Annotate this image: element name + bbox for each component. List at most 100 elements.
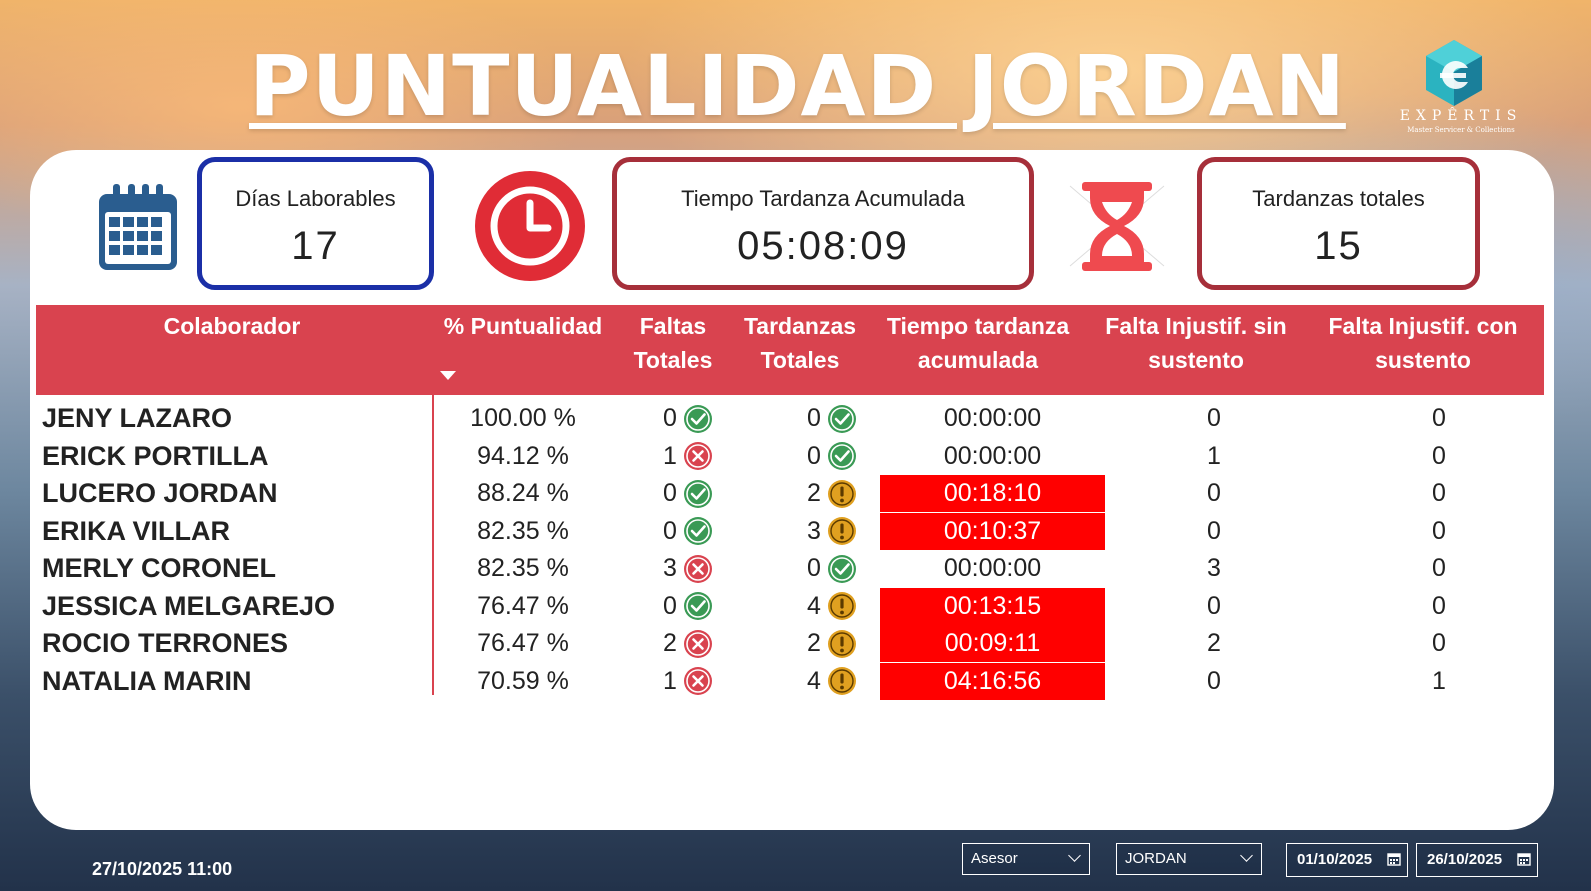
cell-tardanzas: 0 — [762, 550, 902, 587]
col-colaborador[interactable]: Colaborador — [163, 313, 301, 339]
cell-falta-sin-sustento: 1 — [1207, 441, 1221, 470]
check-icon — [683, 404, 712, 433]
logo-wordmark: EXPÊRTIS — [1399, 108, 1523, 124]
kpi-value: 15 — [1314, 224, 1363, 268]
cell-falta-con-sustento: 0 — [1432, 516, 1446, 545]
page-title: PUNTUALIDAD JORDAN — [249, 37, 1346, 135]
table-row[interactable]: ERIKA VILLAR 82.35 % 0 3 00:10:37 0 0 — [36, 512, 1544, 550]
cell-falta-con-sustento: 0 — [1432, 404, 1446, 432]
calendar-icon — [1517, 853, 1531, 866]
role-slicer[interactable]: Asesor — [962, 843, 1090, 875]
table-row[interactable]: NATALIA MARIN 70.59 % 1 4 04:16:56 0 1 — [36, 662, 1544, 700]
cell-tiempo-tardanza: 00:00:00 — [943, 441, 1042, 470]
cross-icon — [683, 442, 712, 470]
table-row[interactable]: MERLY CORONEL 82.35 % 3 0 00:00:00 3 0 — [36, 550, 1544, 587]
cell-falta-sin-sustento: 0 — [1207, 666, 1221, 695]
table-row[interactable]: ERICK PORTILLA 94.12 % 1 0 00:00:00 1 0 — [36, 438, 1544, 475]
col-puntualidad[interactable]: % Puntualidad — [443, 313, 603, 339]
cell-tiempo-tardanza: 00:09:11 — [880, 625, 1105, 662]
tardanzas-value: 2 — [807, 479, 821, 507]
cell-tardanzas: 4 — [762, 588, 902, 625]
cell-puntualidad: 70.59 % — [477, 666, 569, 695]
faltas-value: 0 — [663, 591, 677, 620]
col-falta-sin-sustento[interactable]: Falta Injustif. sin sustento — [1105, 313, 1287, 373]
tardanzas-value: 0 — [807, 441, 821, 470]
date-from-value: 01/10/2025 — [1297, 851, 1373, 868]
check-icon — [683, 592, 712, 620]
check-icon — [827, 554, 856, 583]
sort-desc-icon[interactable] — [440, 371, 456, 380]
cell-faltas: 3 — [618, 550, 758, 587]
cell-puntualidad: 76.47 % — [477, 591, 569, 620]
cell-colaborador: ROCIO TERRONES — [42, 628, 289, 658]
table-row[interactable]: JESSICA MELGAREJO 76.47 % 0 4 00:13:15 0… — [36, 587, 1544, 625]
cell-falta-sin-sustento: 0 — [1207, 591, 1221, 620]
tardanzas-value: 4 — [807, 666, 821, 695]
cell-falta-sin-sustento: 0 — [1207, 479, 1221, 507]
col-tardanzas-totales[interactable]: Tardanzas Totales — [743, 313, 857, 373]
cell-tardanzas: 4 — [762, 663, 902, 700]
kpi-tiempo-tardanza: Tiempo Tardanza Acumulada 05:08:09 — [612, 157, 1034, 290]
cell-faltas: 1 — [618, 438, 758, 475]
cell-faltas: 0 — [618, 513, 758, 550]
calendar-icon — [99, 184, 177, 270]
col-faltas-totales[interactable]: Faltas Totales — [633, 313, 713, 373]
cross-icon — [683, 667, 712, 695]
cell-faltas: 0 — [618, 475, 758, 512]
cell-tardanzas: 0 — [762, 438, 902, 475]
cross-icon — [683, 629, 712, 658]
kpi-label: Tardanzas totales — [1252, 186, 1425, 211]
cell-colaborador: JENY LAZARO — [42, 403, 233, 433]
cell-faltas: 0 — [618, 400, 758, 437]
role-slicer-value: Asesor — [971, 850, 1018, 867]
cell-tiempo-tardanza: 00:18:10 — [880, 475, 1105, 512]
faltas-value: 3 — [663, 554, 677, 582]
faltas-value: 0 — [663, 516, 677, 545]
cell-falta-con-sustento: 0 — [1432, 479, 1446, 507]
table-header: Colaborador % Puntualidad Faltas Totales … — [36, 305, 1544, 395]
cell-tiempo-tardanza: 04:16:56 — [880, 662, 1105, 700]
cell-colaborador: JESSICA MELGAREJO — [42, 590, 336, 621]
cell-falta-con-sustento: 0 — [1432, 554, 1446, 582]
table-row[interactable]: JENY LAZARO 100.00 % 0 0 00:00:00 0 0 — [36, 400, 1544, 437]
calendar-icon — [1387, 853, 1401, 866]
faltas-value: 0 — [663, 479, 677, 507]
kpi-value: 05:08:09 — [737, 224, 909, 268]
check-icon — [683, 517, 712, 545]
date-to-value: 26/10/2025 — [1427, 851, 1503, 868]
kpi-tardanzas-totales: Tardanzas totales 15 — [1197, 157, 1480, 290]
kpi-dias-laborables: Días Laborables 17 — [197, 157, 434, 290]
clock-icon — [475, 171, 585, 281]
logo-tagline: Master Servicer & Collections — [1407, 126, 1515, 134]
cell-puntualidad: 76.47 % — [477, 629, 569, 657]
expertis-logo — [1426, 40, 1482, 106]
cell-colaborador: ERICK PORTILLA — [42, 440, 269, 471]
table-row[interactable]: ROCIO TERRONES 76.47 % 2 2 00:09:11 2 0 — [36, 625, 1544, 662]
cell-falta-sin-sustento: 0 — [1207, 404, 1221, 432]
faltas-value: 1 — [663, 666, 677, 695]
cell-falta-con-sustento: 1 — [1432, 666, 1446, 695]
cell-faltas: 1 — [618, 663, 758, 700]
cell-faltas: 2 — [618, 625, 758, 662]
faltas-value: 0 — [663, 404, 677, 432]
warning-icon — [827, 479, 856, 508]
date-to-picker[interactable]: 26/10/2025 — [1416, 843, 1538, 877]
cell-tardanzas: 2 — [762, 625, 902, 662]
date-from-picker[interactable]: 01/10/2025 — [1286, 843, 1408, 877]
warning-icon — [827, 517, 856, 545]
cell-tardanzas: 2 — [762, 475, 902, 512]
cell-puntualidad: 100.00 % — [470, 404, 576, 432]
table-row[interactable]: LUCERO JORDAN 88.24 % 0 2 00:18:10 0 0 — [36, 475, 1544, 512]
tardanzas-value: 4 — [807, 591, 821, 620]
cell-faltas: 0 — [618, 588, 758, 625]
cell-tiempo-tardanza: 00:10:37 — [880, 512, 1105, 550]
col-falta-con-sustento[interactable]: Falta Injustif. con sustento — [1328, 313, 1518, 373]
check-icon — [827, 442, 856, 470]
name-slicer[interactable]: JORDAN — [1116, 843, 1262, 875]
cell-falta-sin-sustento: 2 — [1207, 629, 1221, 657]
cell-tardanzas: 0 — [762, 400, 902, 437]
col-tiempo-tardanza[interactable]: Tiempo tardanza acumulada — [886, 313, 1070, 373]
cell-puntualidad: 82.35 % — [477, 554, 569, 582]
cell-falta-con-sustento: 0 — [1432, 441, 1446, 470]
tardanzas-value: 2 — [807, 629, 821, 657]
